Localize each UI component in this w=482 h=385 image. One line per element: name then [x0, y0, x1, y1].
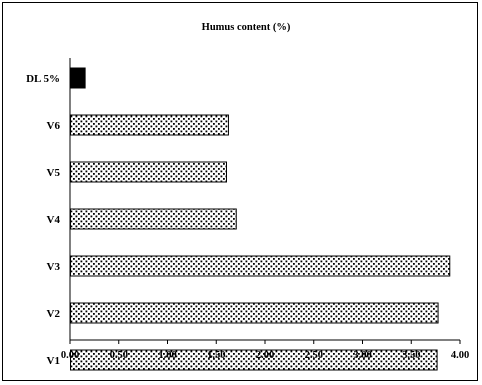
x-ticks-group: 0.00 0.50 1.00 1.50 2.00 2.50 3.00 3.50 4.00	[61, 340, 469, 361]
category-labels-group: DL 5% V6 V5 V4 V3 V2 V1	[26, 73, 60, 367]
x-tick-label: 1.50	[207, 350, 225, 361]
category-label: V2	[47, 308, 61, 320]
bar-v1	[70, 349, 438, 371]
bar-v2	[70, 302, 439, 324]
category-label: V6	[47, 120, 61, 132]
x-tick-label: 3.00	[353, 350, 371, 361]
x-tick-label: 2.00	[256, 350, 274, 361]
x-tick-label: 0.50	[110, 350, 128, 361]
bar-dl-5	[70, 67, 86, 89]
bar-v6	[70, 114, 229, 136]
x-tick-label: 2.50	[305, 350, 323, 361]
bar-v3	[70, 255, 451, 277]
category-label: V4	[47, 214, 61, 226]
x-tick-label: 3.50	[402, 350, 420, 361]
category-label: V5	[47, 167, 61, 179]
x-tick-label: 0.00	[61, 350, 79, 361]
bars-group	[70, 67, 451, 371]
bar-v4	[70, 208, 237, 230]
category-label: V1	[47, 355, 60, 367]
x-tick-label: 4.00	[451, 350, 469, 361]
bar-v5	[70, 161, 227, 183]
chart-title: Humus content (%)	[202, 22, 291, 33]
x-tick-label: 1.00	[158, 350, 176, 361]
category-label: V3	[47, 261, 61, 273]
category-label: DL 5%	[26, 73, 60, 85]
